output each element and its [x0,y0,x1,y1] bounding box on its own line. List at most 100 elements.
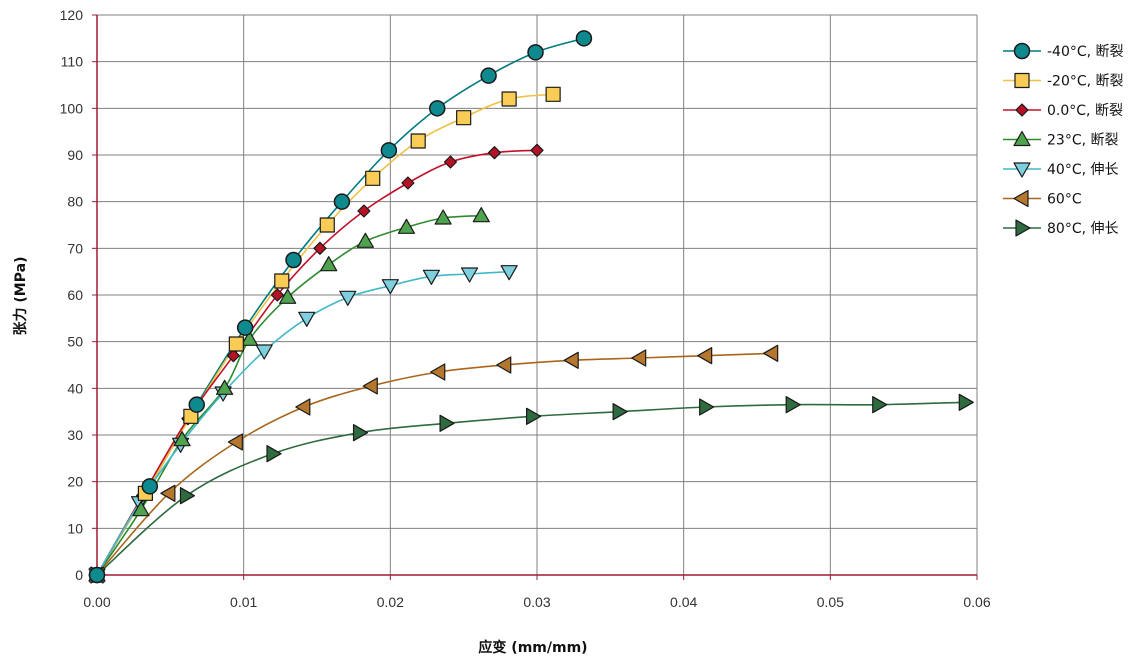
legend-marker [1015,103,1029,117]
x-tick-label: 0.00 [83,594,110,610]
data-point [132,501,150,517]
x-tick-label: 0.05 [817,594,844,610]
data-point [563,351,579,369]
data-point [228,336,244,352]
legend-label: 80°C, 伸长 [1047,221,1119,237]
x-tick-label: 0.06 [963,594,990,610]
legend-item: 80°C, 伸长 [1003,219,1119,237]
data-point [279,288,297,304]
data-point [236,319,254,336]
y-tick-label: 120 [60,7,84,23]
legend: -40°C, 断裂 -20°C, 断裂 0.0°C, 断裂 23°C, 断裂 40°C,… [1003,42,1124,237]
legend-label: 40°C, 伸长 [1047,162,1119,178]
y-tick-label: 90 [67,147,83,163]
y-tick-label: 100 [60,100,84,116]
data-point [352,424,369,442]
series-line [96,270,510,576]
data-point [227,433,243,451]
data-point [141,478,159,495]
data-point [339,290,357,306]
legend-label: -20°C, 断裂 [1047,74,1124,90]
data-point [381,279,399,295]
data-point [88,566,106,584]
y-tick-label: 20 [67,474,83,490]
data-point [487,146,502,160]
y-tick-label: 70 [67,240,83,256]
data-point [333,193,351,210]
data-point [697,347,713,365]
data-point [295,398,311,416]
y-axis-title: 张力 (MPa) [12,257,29,336]
data-point [460,267,479,283]
x-tick-label: 0.01 [230,594,257,610]
data-point [160,484,176,502]
grid [97,14,978,575]
data-point [872,396,888,414]
data-point [298,311,316,327]
data-point [785,396,801,414]
legend-item: 40°C, 伸长 [1003,162,1119,178]
data-point [362,377,378,395]
data-point [216,379,234,395]
series-markers [88,30,974,584]
legend-item: 60°C [1003,189,1082,208]
data-point [179,487,196,505]
y-tick-label: 60 [67,287,83,303]
data-point [422,269,440,285]
data-point [439,414,455,432]
data-point [320,256,338,272]
data-point [274,273,290,289]
data-point [612,403,628,421]
legend-label: 23°C, 断裂 [1047,133,1119,149]
data-point [401,176,415,190]
data-point [365,170,381,186]
y-tick-label: 40 [67,380,83,396]
legend-marker [1013,162,1031,178]
x-tick-label: 0.02 [377,594,404,610]
data-point [266,445,282,463]
data-point [526,407,542,425]
legend-item: 23°C, 断裂 [1003,130,1119,149]
data-point [397,218,416,234]
axes [92,14,978,580]
data-point [313,241,327,255]
data-point [530,143,544,157]
data-point [356,232,374,248]
y-tick-label: 50 [67,334,83,350]
data-point [270,288,284,302]
y-tick-labels: 0 10 20 30 40 50 60 70 80 90 100 110 120 [60,7,84,583]
data-point [173,431,191,447]
data-point [240,330,259,346]
x-tick-labels: 0.00 0.01 0.02 0.03 0.04 0.05 0.06 [83,594,990,610]
y-tick-label: 80 [67,194,83,210]
data-point [226,349,240,363]
data-point [958,393,974,411]
data-point [410,133,426,149]
y-tick-label: 110 [61,54,84,70]
data-point [575,30,593,47]
y-tick-label: 0 [75,567,83,583]
legend-marker [1014,72,1030,89]
data-point [472,207,490,223]
x-tick-label: 0.04 [670,594,697,610]
data-point [255,344,273,360]
legend-marker [1015,219,1031,237]
data-point [443,155,458,169]
data-point [545,86,561,102]
legend-label: 60°C [1047,192,1082,208]
data-point [496,356,512,374]
legend-item: -40°C, 断裂 [1003,42,1124,60]
data-point [319,217,335,233]
data-point [527,44,544,61]
legend-marker [1013,130,1031,147]
data-point [434,209,452,225]
data-point [357,204,371,218]
legend-marker [1013,189,1029,208]
data-point [500,265,518,281]
data-point [480,67,497,84]
legend-label: -40°C, 断裂 [1047,44,1124,60]
data-point [429,100,446,117]
data-point [456,110,472,126]
